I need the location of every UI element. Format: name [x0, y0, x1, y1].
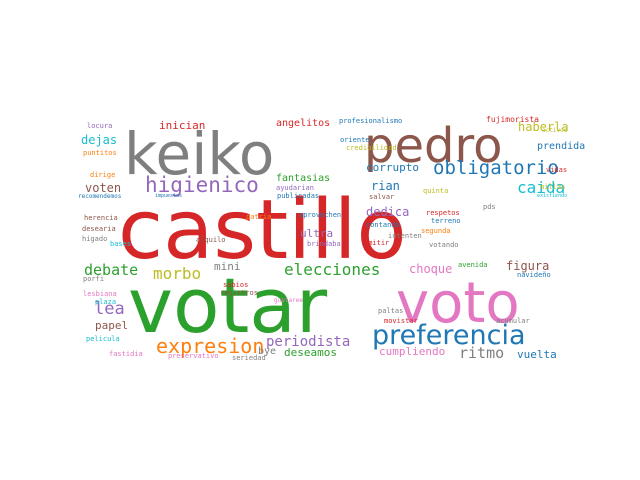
word-periodista: periodista — [266, 334, 351, 350]
word-herencia: herencia — [84, 214, 118, 222]
word-credibilidad: credibilidad — [346, 144, 397, 152]
word-angelitos: angelitos — [276, 118, 331, 129]
word-aprovechen: aprovechen — [299, 211, 342, 219]
word-seriedad: seriedad — [232, 354, 266, 362]
word-fantasias: fantasias — [276, 173, 331, 184]
word-morbo: morbo — [153, 264, 202, 283]
word-impuestos: impuestos — [155, 193, 183, 199]
word-lea: lea — [94, 299, 125, 319]
word-higado: higado — [82, 235, 108, 243]
word-vuelta: vuelta — [517, 348, 557, 361]
word-papel: papel — [95, 319, 129, 332]
word-avenida: avenida — [458, 261, 488, 269]
word-paltas: paltas — [378, 307, 404, 315]
word-acumular: acumular — [496, 317, 530, 325]
word-oriente: oriente — [340, 136, 370, 144]
word-votando: votando — [429, 241, 459, 249]
word-fastidia: fastidia — [109, 350, 143, 358]
word-caida: caida — [517, 178, 566, 197]
word-bye: bye — [258, 346, 277, 357]
word-elecciones: elecciones — [284, 260, 381, 279]
word-ultra: ultra — [300, 227, 334, 240]
word-brindaba: brindaba — [307, 240, 341, 248]
word-sabios: sabios — [223, 281, 249, 289]
word-pedro: pedro — [364, 118, 503, 174]
word-prendida: prendida — [537, 141, 586, 152]
word-respetos: respetos — [426, 209, 460, 217]
word-intenten: intenten — [388, 232, 422, 240]
word-lesbiana: lesbiana — [83, 290, 117, 298]
word-desearia: desearia — [82, 225, 116, 233]
word-profesionalismo: profesionalismo — [339, 117, 403, 125]
word-puntitos: puntitos — [83, 149, 117, 157]
word-millas: millas — [540, 183, 566, 191]
word-debate: debate — [84, 261, 139, 279]
word-porfi: porfi — [83, 275, 105, 283]
word-salvar: salvar — [369, 193, 395, 201]
word-haberla: haberla — [518, 120, 569, 134]
word-terreno: terreno — [431, 217, 461, 225]
word-ayudarian: ayudarian — [276, 184, 314, 192]
word-recomendemos: recomendemos — [78, 193, 122, 200]
word-preferencia: preferencia — [372, 320, 526, 351]
word-alquilo: alquilo — [196, 236, 226, 244]
word-quinta: quinta — [423, 187, 449, 195]
word-fujimorista: fujimorista — [486, 115, 539, 124]
word-keiko: keiko — [124, 120, 275, 188]
word-bases: bases — [110, 240, 132, 248]
word-publicadas: publicadas — [277, 192, 320, 200]
word-contando: contando — [366, 221, 400, 229]
word-preservativo: preservativo — [168, 352, 219, 360]
word-mini: mini — [214, 260, 241, 273]
word-existiendo: existiendo — [537, 193, 568, 199]
word-dirige: dirige — [90, 171, 116, 179]
word-pelicula: pelicula — [86, 335, 120, 343]
word-plaza: plaza — [95, 298, 117, 306]
word-votar: votar — [128, 261, 328, 350]
word-segunda: segunda — [421, 227, 451, 235]
word-choque: choque — [409, 262, 453, 276]
word-inician: inician — [159, 119, 206, 132]
word-navideño: navideño — [517, 271, 551, 279]
word-movistar: movistar — [384, 317, 418, 325]
word-patria: patria — [246, 213, 272, 221]
word-emitir: emitir — [364, 239, 390, 247]
word-corrupto: corrupto — [366, 161, 419, 174]
word-registros: registros — [220, 289, 258, 297]
word-dedica: dedica — [366, 205, 410, 219]
word-rian: rian — [371, 179, 400, 193]
word-gustaree: gustaree — [274, 297, 303, 304]
word-voten: voten — [85, 181, 122, 195]
word-ritmo: ritmo — [459, 344, 505, 362]
word-locura: locura — [87, 122, 113, 130]
word-voto: voto — [396, 271, 520, 336]
word-expresion: expresion — [156, 334, 265, 358]
word-cumpliendo: cumpliendo — [379, 345, 446, 358]
word-castillo: castillo — [118, 183, 407, 278]
word-pds: pds — [483, 203, 496, 211]
word-figura: figura — [506, 259, 550, 273]
word-obligatorio: obligatorio — [433, 157, 559, 179]
word-activos: activos — [542, 127, 568, 134]
word-deseamos: deseamos — [284, 346, 337, 359]
word-dejas: dejas — [81, 133, 118, 147]
word-higienico: higienico — [145, 173, 259, 197]
word-vidas: vidas — [546, 166, 568, 174]
